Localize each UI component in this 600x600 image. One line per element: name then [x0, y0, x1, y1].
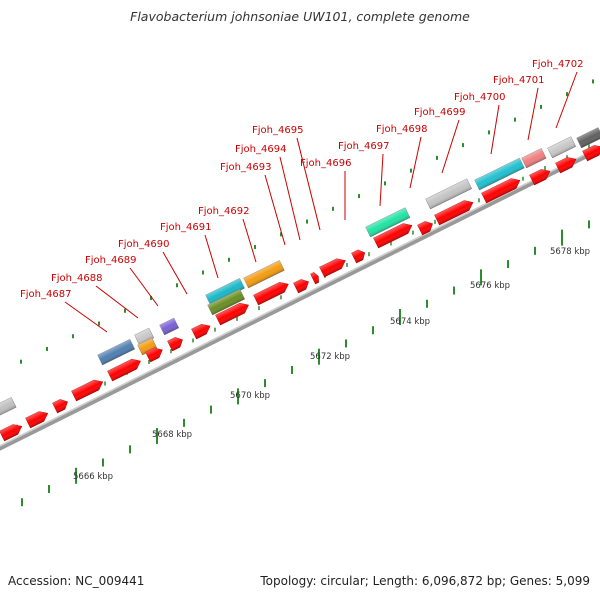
scale-labels: 5666 kbp 5668 kbp 5670 kbp 5672 kbp 5674 kbp… — [73, 247, 590, 482]
gene-labels: Fjoh_4687 Fjoh_4688 Fjoh_4689 Fjoh_4690 Fjoh… — [20, 59, 583, 300]
gene-arrow — [481, 178, 521, 204]
backbone-highlight — [0, 146, 600, 447]
label-leader-line — [129, 267, 159, 307]
gene-label: Fjoh_4701 — [493, 75, 544, 86]
gene-arrow — [145, 347, 163, 363]
scale-label: 5672 kbp — [310, 352, 350, 362]
gene-arrow — [555, 157, 577, 174]
gene-label: Fjoh_4698 — [376, 124, 427, 135]
label-leader-line — [95, 285, 139, 319]
feature-box — [521, 148, 547, 169]
gene-label: Fjoh_4696 — [300, 158, 351, 169]
gene-arrow — [417, 221, 433, 236]
gene-arrow — [107, 358, 141, 382]
scale-label: 5678 kbp — [550, 247, 590, 257]
label-leader-line — [162, 251, 188, 295]
gene-arrow — [434, 200, 474, 226]
genes — [0, 145, 600, 442]
scale-label: 5674 kbp — [390, 317, 430, 327]
label-leader-line — [296, 137, 321, 231]
gene-arrow — [0, 424, 23, 442]
feature-box — [425, 178, 472, 210]
label-leaders — [64, 71, 578, 333]
gene-label: Fjoh_4699 — [414, 107, 465, 118]
feature-box — [474, 157, 525, 191]
gene-label: Fjoh_4693 — [220, 162, 271, 173]
label-leader-line — [264, 174, 286, 246]
gene-arrow — [293, 279, 309, 294]
label-leader-line — [409, 136, 422, 189]
scale-label: 5666 kbp — [73, 472, 113, 482]
scale-label: 5668 kbp — [152, 430, 192, 440]
gene-arrow — [253, 282, 289, 306]
label-leader-line — [527, 87, 539, 141]
feature-box — [576, 127, 600, 149]
gene-arrow — [25, 411, 49, 429]
gene-arrow — [191, 323, 211, 340]
label-leader-line — [64, 301, 108, 333]
gene-label: Fjoh_4692 — [198, 206, 249, 217]
feature-box — [159, 317, 180, 336]
feature-box — [0, 397, 17, 418]
gene-label: Fjoh_4688 — [51, 273, 102, 284]
label-leader-line — [555, 71, 578, 129]
features — [0, 127, 600, 418]
gene-arrow — [71, 379, 104, 402]
accession-text: Accession: NC_009441 — [8, 574, 145, 588]
gene-arrow — [310, 272, 319, 285]
topology-text: Topology: circular; Length: 6,096,872 bp… — [260, 574, 590, 588]
gene-arrow — [215, 302, 249, 326]
label-leader-line — [441, 119, 460, 174]
feature-box — [97, 338, 136, 366]
label-leader-line — [204, 234, 219, 279]
feature-box — [547, 136, 577, 159]
gene-arrow — [319, 258, 346, 278]
gene-label: Fjoh_4691 — [160, 222, 211, 233]
gene-arrow — [167, 337, 183, 352]
scale-label: 5676 kbp — [470, 281, 510, 291]
gene-label: Fjoh_4695 — [252, 125, 303, 136]
feature-box — [243, 260, 285, 289]
gene-label: Fjoh_4694 — [235, 144, 286, 155]
backbone — [0, 146, 600, 451]
gene-arrow — [52, 399, 68, 414]
feature-box — [365, 207, 411, 238]
gene-arrow — [373, 223, 413, 249]
gene-label: Fjoh_4700 — [454, 92, 505, 103]
backbone-line — [0, 146, 600, 451]
feature-box — [207, 288, 246, 316]
gene-label: Fjoh_4689 — [85, 255, 136, 266]
label-leader-line — [279, 156, 301, 241]
gene-label: Fjoh_4702 — [532, 59, 583, 70]
scale-label: 5670 kbp — [230, 391, 270, 401]
gene-label: Fjoh_4690 — [118, 239, 169, 250]
gene-arrow — [529, 169, 551, 186]
gene-label: Fjoh_4697 — [338, 141, 389, 152]
gene-arrow — [351, 249, 366, 264]
gene-label: Fjoh_4687 — [20, 289, 71, 300]
label-leader-line — [242, 218, 257, 263]
label-leader-line — [490, 104, 500, 155]
label-leader-line — [379, 153, 384, 207]
map-title: Flavobacterium johnsoniae UW101, complet… — [130, 9, 470, 24]
gene-arrow — [582, 145, 600, 162]
